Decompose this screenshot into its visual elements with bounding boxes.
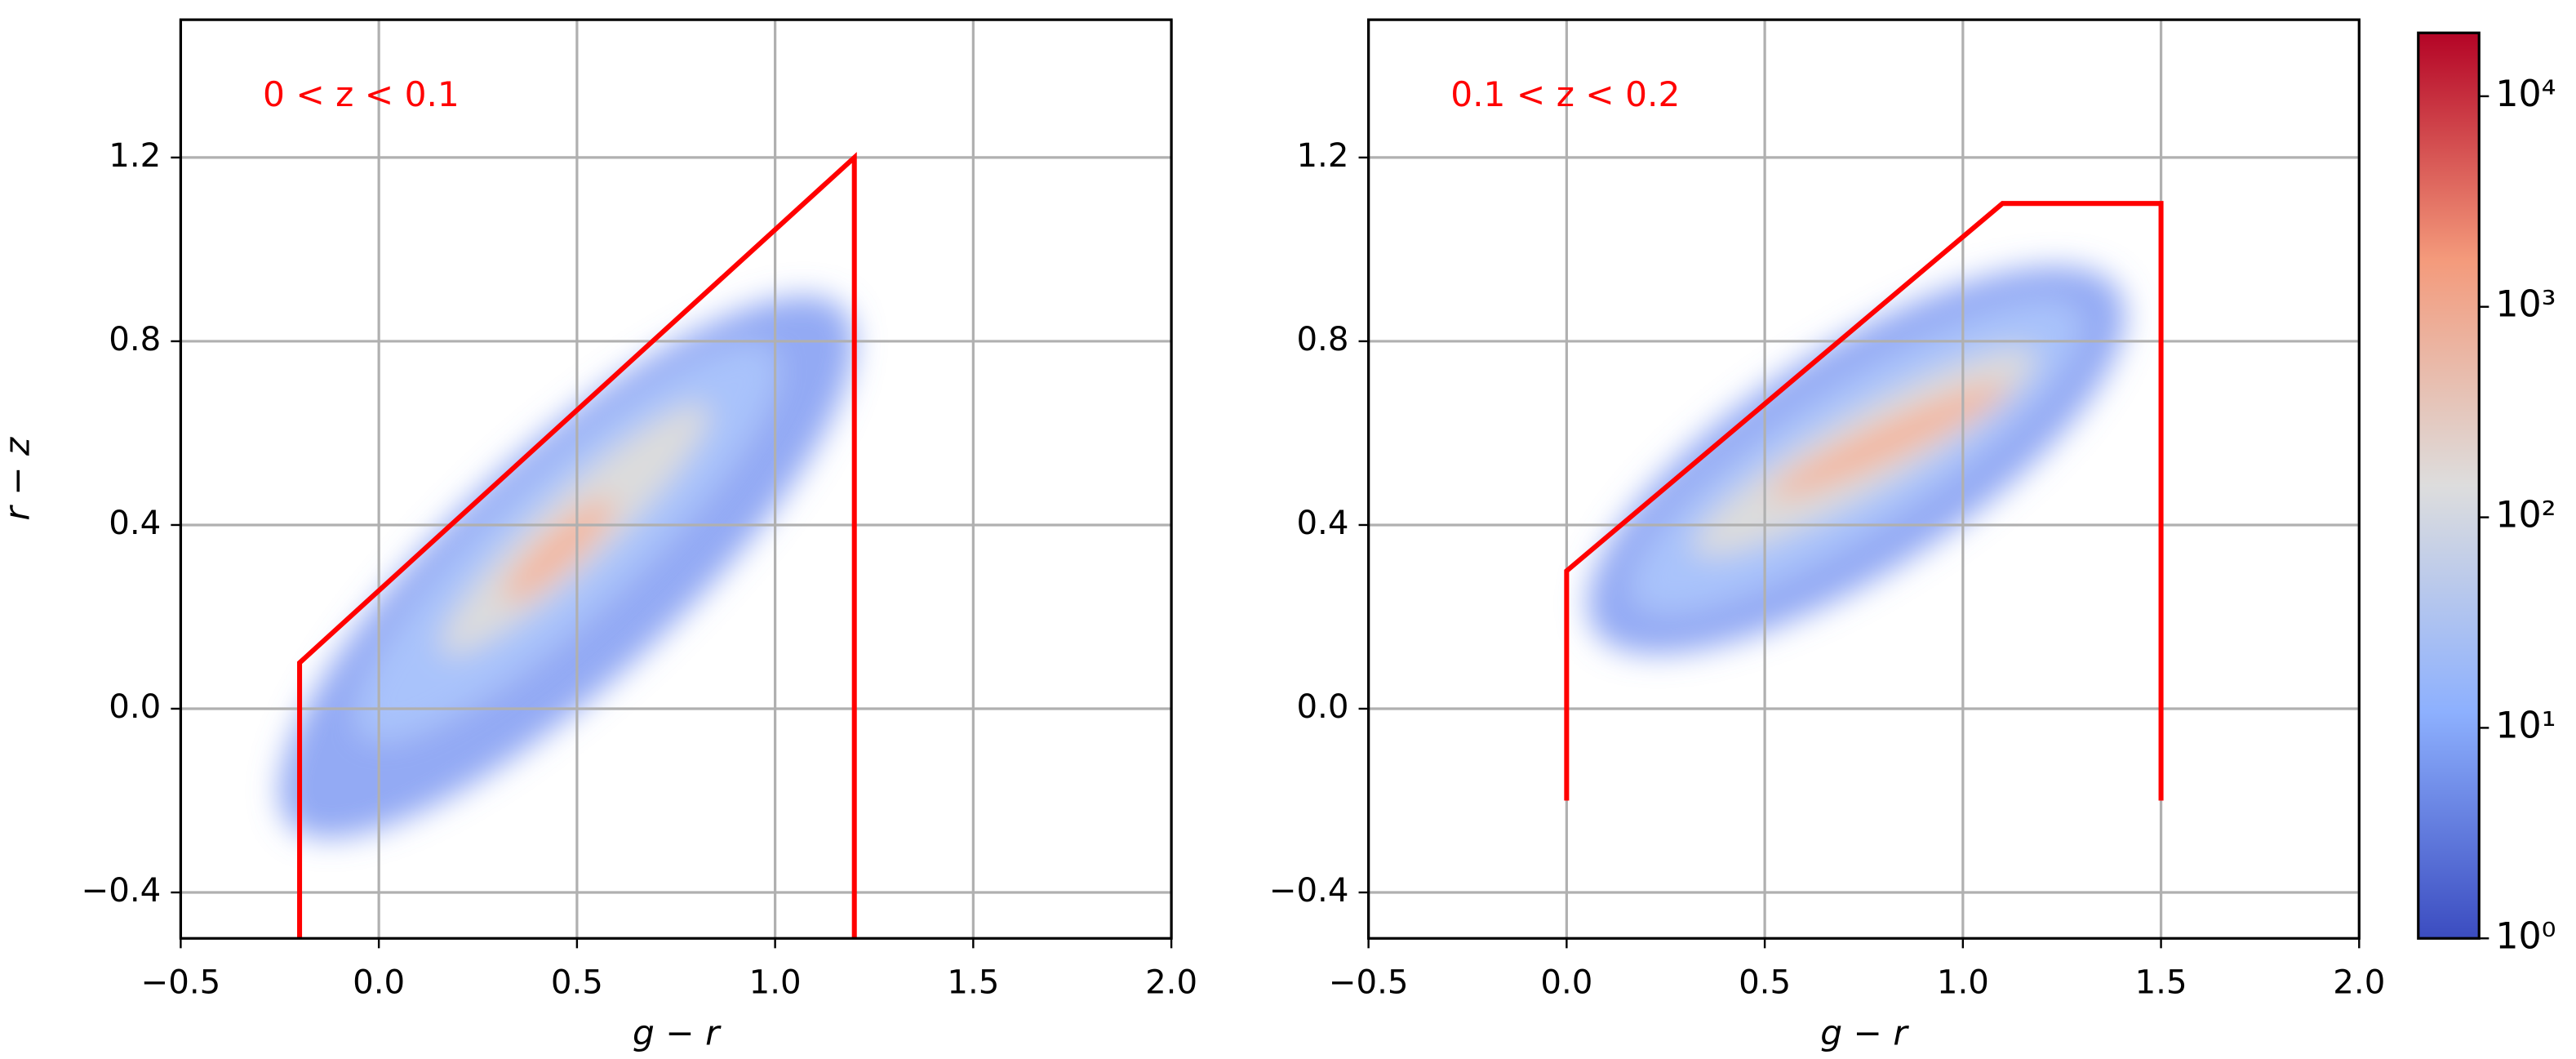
colorbar-tick-label: 10³ — [2495, 284, 2556, 326]
colorbar-frame — [2417, 31, 2481, 940]
density-cloud — [279, 265, 2125, 839]
x-tick-label: 2.0 — [2333, 964, 2385, 1002]
y-axis-label: r − z — [0, 437, 38, 521]
x-tick-label: 0.5 — [1739, 964, 1791, 1002]
y-tick-label: 0.4 — [109, 505, 161, 542]
plot-frame — [1367, 18, 2361, 940]
x-tick-label: 2.0 — [1145, 964, 1197, 1002]
y-tick-label: 0.8 — [109, 321, 161, 358]
colorbar — [2418, 33, 2480, 939]
y-tick-label: 0.0 — [109, 688, 161, 726]
selection-boundary — [297, 152, 857, 939]
x-axis-label: g − r — [1820, 1013, 1909, 1053]
x-tick-label: −0.5 — [1329, 964, 1409, 1002]
colorbar-tick-label: 10⁰ — [2495, 915, 2556, 957]
x-axis-label: g − r — [633, 1013, 722, 1053]
annotation: 0 < z < 0.1 — [263, 74, 460, 114]
y-tick-label: −0.4 — [1269, 872, 1349, 910]
selection-boundary — [1564, 201, 2164, 801]
y-tick-label: −0.4 — [81, 872, 161, 910]
y-tick-label: 0.8 — [1296, 321, 1348, 358]
colorbar-tick-label: 10⁴ — [2495, 73, 2556, 115]
x-tick-label: 1.5 — [947, 964, 999, 1002]
y-tick-label: 1.2 — [109, 137, 161, 175]
x-tick-label: 0.0 — [353, 964, 405, 1002]
x-tick-label: 1.0 — [749, 964, 802, 1002]
x-tick-label: 0.0 — [1540, 964, 1592, 1002]
colorbar-tick-label: 10² — [2495, 495, 2556, 536]
y-tick-label: 0.4 — [1296, 505, 1348, 542]
colorbar-tick-label: 10¹ — [2495, 705, 2556, 746]
y-tick-label: 1.2 — [1296, 137, 1348, 175]
y-tick-label: 0.0 — [1296, 688, 1348, 726]
x-tick-label: 1.5 — [2135, 964, 2187, 1002]
x-tick-label: −0.5 — [141, 964, 221, 1002]
x-tick-label: 0.5 — [551, 964, 603, 1002]
annotation: 0.1 < z < 0.2 — [1450, 74, 1680, 114]
x-tick-label: 1.0 — [1937, 964, 1989, 1002]
plot-frame — [179, 18, 1173, 940]
